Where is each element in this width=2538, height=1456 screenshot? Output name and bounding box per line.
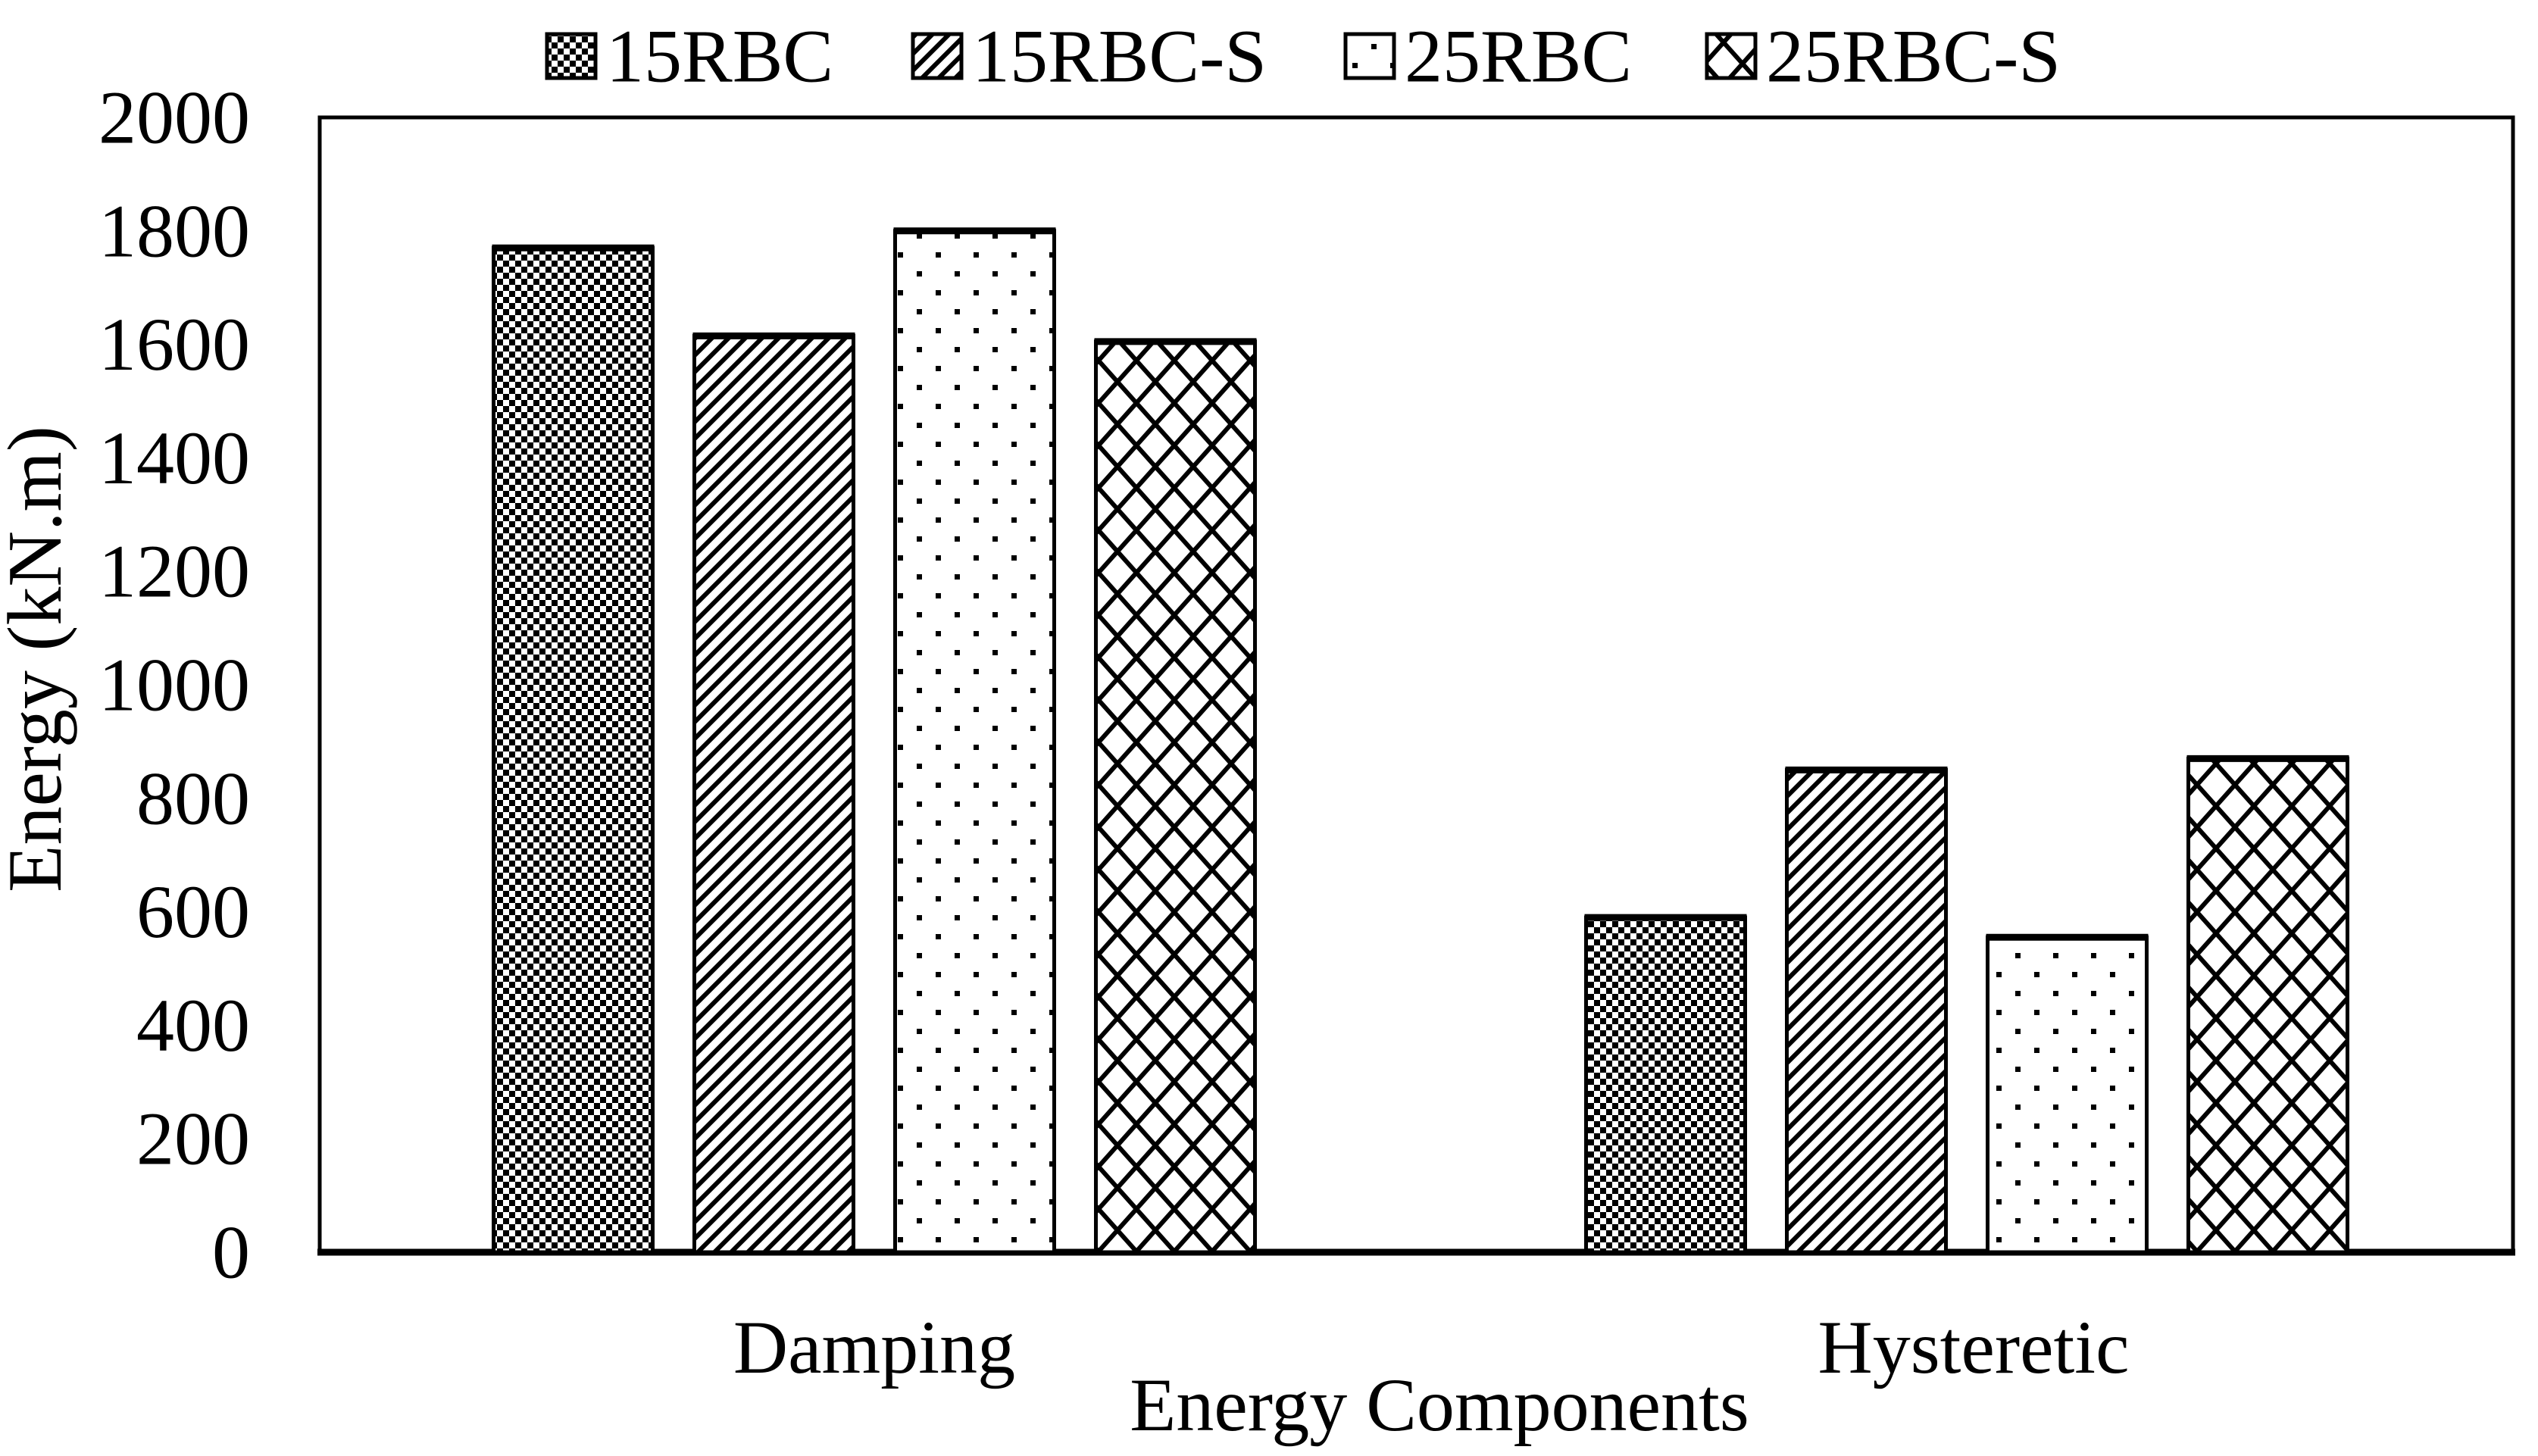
diagonal-swatch-icon <box>911 32 964 80</box>
checker-swatch-icon <box>545 32 598 80</box>
bar-hysteretic-15rbc <box>1584 915 1747 1254</box>
y-tick-label: 800 <box>136 756 250 840</box>
legend-label-15rbc: 15RBC <box>606 14 833 98</box>
y-tick-label: 1800 <box>98 189 250 273</box>
bar-hysteretic-25rbc-s <box>2186 756 2349 1254</box>
bar-hysteretic-15rbc-s <box>1785 767 1948 1254</box>
y-axis-tick-labels: 0 200 400 600 800 1000 1200 1400 1600 1800 2000 <box>98 76 250 1295</box>
dots-swatch-icon <box>1343 32 1396 80</box>
legend: 15RBC 15RBC-S 25RBC 25RBC-S <box>545 14 2061 98</box>
category-label-hysteretic: Hysteretic <box>1818 1305 2130 1389</box>
y-tick-label: 600 <box>136 870 250 954</box>
y-tick-label: 0 <box>212 1211 250 1295</box>
bars <box>492 227 2349 1254</box>
legend-label-15rbc-s: 15RBC-S <box>972 14 1267 98</box>
y-tick-label: 2000 <box>98 76 250 160</box>
y-axis-title: Energy (kN.m) <box>0 426 78 892</box>
y-tick-label: 400 <box>136 983 250 1067</box>
bar-hysteretic-25rbc <box>1986 935 2149 1254</box>
bar-damping-25rbc <box>893 229 1056 1254</box>
bar-damping-15rbc-s <box>692 333 855 1254</box>
diamond-swatch-icon <box>1705 32 1758 80</box>
y-tick-label: 1000 <box>98 643 250 727</box>
y-tick-label: 1400 <box>98 416 250 500</box>
category-label-damping: Damping <box>733 1305 1015 1389</box>
bar-damping-15rbc <box>492 245 655 1254</box>
legend-label-25rbc: 25RBC <box>1405 14 1632 98</box>
x-axis-title: Energy Components <box>1130 1363 1749 1447</box>
y-tick-label: 200 <box>136 1097 250 1181</box>
legend-label-25rbc-s: 25RBC-S <box>1766 14 2061 98</box>
bar-damping-25rbc-s <box>1094 339 1257 1254</box>
y-tick-label: 1600 <box>98 302 250 386</box>
y-tick-label: 1200 <box>98 530 250 614</box>
